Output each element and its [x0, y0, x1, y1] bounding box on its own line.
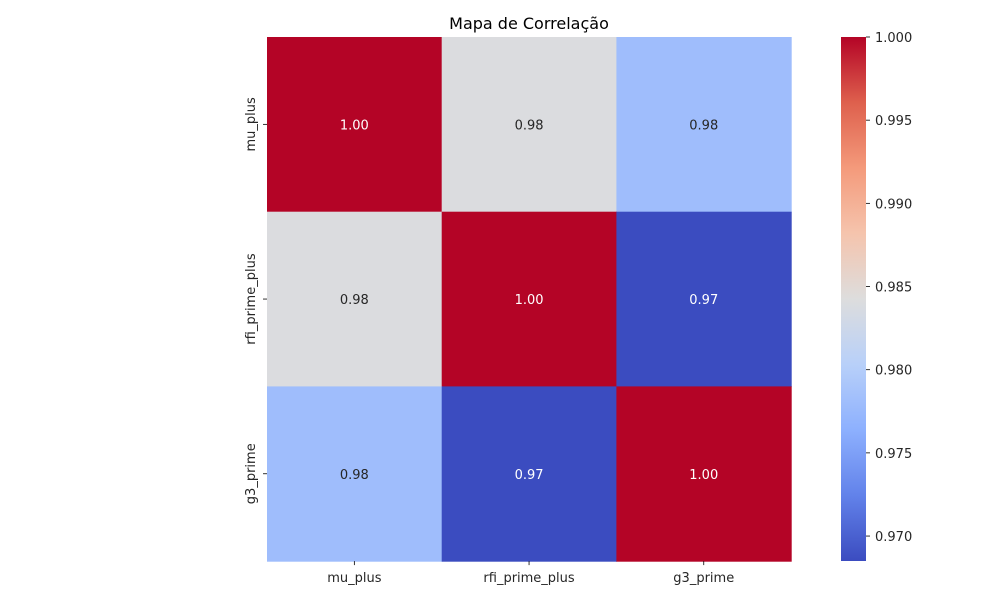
y-axis-ticks: mu_plus rfi_prime_plus g3_prime — [244, 97, 267, 504]
heatmap-cell — [616, 386, 792, 562]
y-tick-label: rfi_prime_plus — [244, 253, 259, 345]
cell-annotation: 0.98 — [689, 118, 718, 133]
cell-annotation: 1.00 — [689, 468, 718, 483]
cell-annotation: 0.98 — [340, 293, 369, 308]
heatmap-cell — [616, 37, 792, 213]
heatmap-cell — [267, 211, 443, 387]
x-tick-label: mu_plus — [327, 571, 382, 586]
heatmap-cell — [267, 37, 443, 213]
colorbar: 1.000 0.995 0.990 0.985 0.980 0.975 0.970 — [841, 31, 912, 561]
colorbar-tick-label: 0.985 — [875, 281, 912, 296]
x-tick-label: g3_prime — [673, 571, 734, 586]
x-tick-label: rfi_prime_plus — [483, 571, 575, 586]
colorbar-tick-label: 0.995 — [875, 114, 912, 129]
colorbar-tick-label: 0.980 — [875, 364, 912, 379]
cell-annotation: 1.00 — [515, 293, 544, 308]
heatmap-cell — [616, 211, 792, 387]
x-axis-ticks: mu_plus rfi_prime_plus g3_prime — [327, 561, 734, 586]
cell-annotation: 0.97 — [515, 468, 544, 483]
heatmap-cell — [441, 386, 617, 562]
y-tick-label: mu_plus — [244, 97, 259, 152]
heatmap-cell — [267, 386, 443, 562]
chart-title: Mapa de Correlação — [449, 14, 609, 33]
y-tick-label: g3_prime — [244, 443, 259, 504]
colorbar-tick-label: 0.990 — [875, 197, 912, 212]
heatmap-cell — [441, 37, 617, 213]
heatmap-cells: 1.00 0.98 0.98 0.98 1.00 0.97 0.98 0.97 1.00 — [267, 37, 792, 562]
cell-annotation: 0.97 — [689, 293, 718, 308]
cell-annotation: 1.00 — [340, 118, 369, 133]
colorbar-gradient — [841, 37, 866, 561]
heatmap-cell — [441, 211, 617, 387]
cell-annotation: 0.98 — [515, 118, 544, 133]
colorbar-tick-label: 0.975 — [875, 447, 912, 462]
cell-annotation: 0.98 — [340, 468, 369, 483]
colorbar-tick-label: 0.970 — [875, 530, 912, 545]
colorbar-tick-label: 1.000 — [875, 31, 912, 46]
